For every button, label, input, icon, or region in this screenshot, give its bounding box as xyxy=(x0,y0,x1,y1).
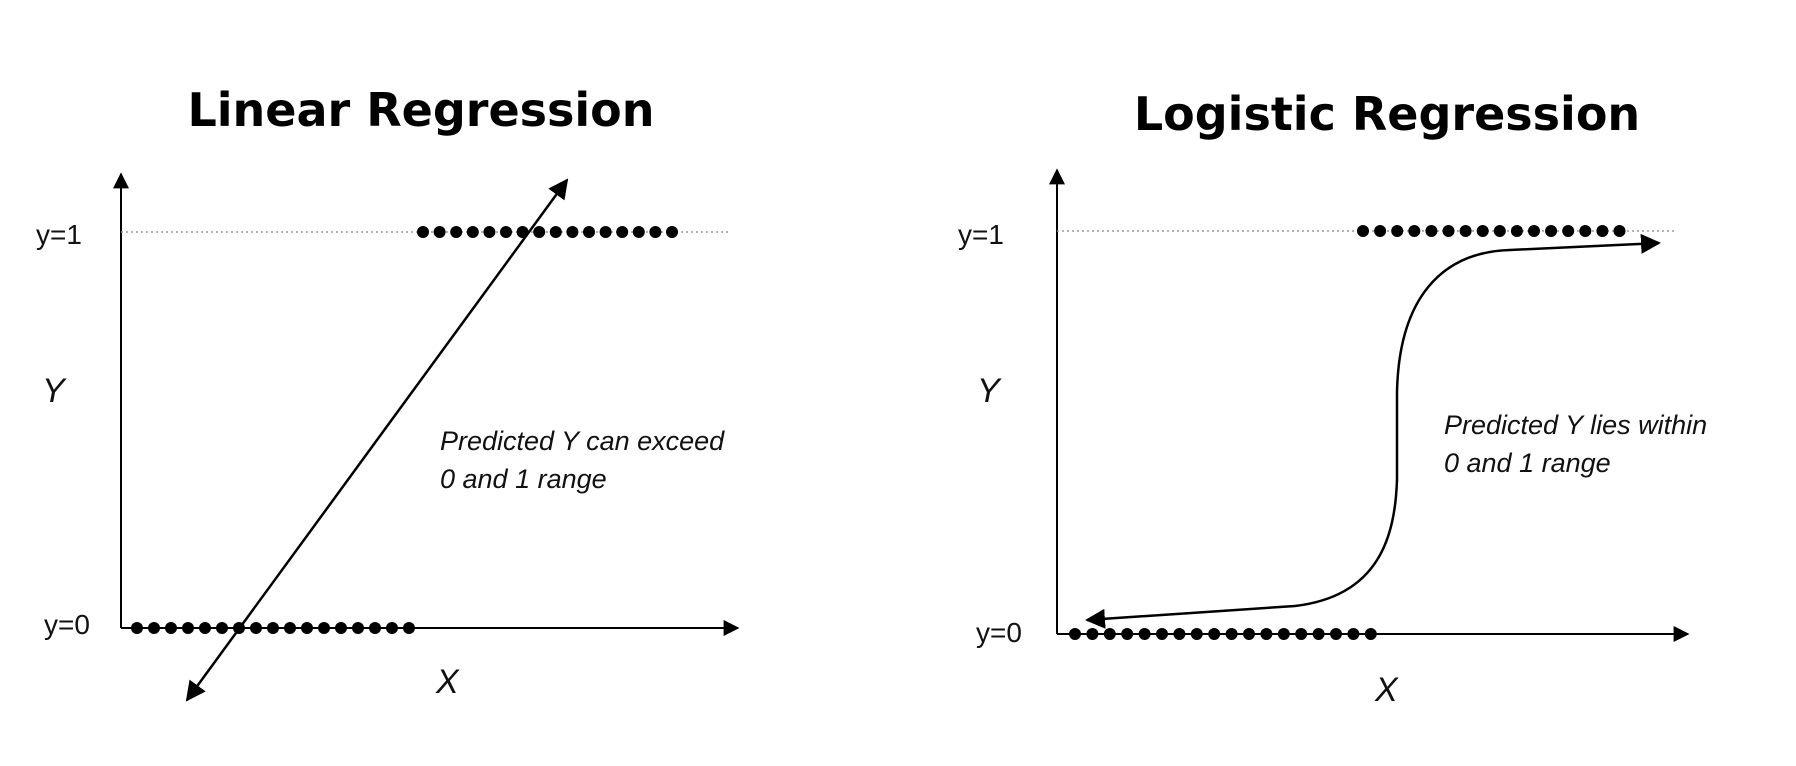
data-point xyxy=(1562,225,1575,237)
data-point xyxy=(1493,225,1506,237)
data-point xyxy=(1459,225,1472,237)
linear-y1-label: y=1 xyxy=(36,219,82,250)
data-point xyxy=(148,622,160,634)
logistic-y0-label: y=0 xyxy=(976,617,1022,648)
linear-title: Linear Regression xyxy=(187,83,654,137)
data-point xyxy=(1208,628,1221,640)
logistic-sigmoid-curve xyxy=(1085,233,1661,629)
data-point xyxy=(1408,225,1421,237)
logistic-note-line-2: 0 and 1 range xyxy=(1444,448,1611,478)
data-point xyxy=(549,226,562,238)
data-point xyxy=(267,622,279,634)
data-point xyxy=(1121,628,1134,640)
data-point xyxy=(666,226,678,238)
data-point xyxy=(450,226,463,238)
data-point xyxy=(1243,628,1255,640)
data-point xyxy=(1442,225,1455,237)
data-point xyxy=(1528,225,1540,237)
linear-y0-data-points xyxy=(131,622,415,634)
linear-y0-label: y=0 xyxy=(44,609,90,640)
logistic-y0-data-points xyxy=(1069,628,1377,640)
data-point xyxy=(386,622,398,634)
logistic-title: Logistic Regression xyxy=(1134,87,1640,141)
data-point xyxy=(352,622,364,634)
data-point xyxy=(1086,628,1099,640)
data-point xyxy=(1069,628,1081,640)
data-point xyxy=(131,622,143,634)
data-point xyxy=(1391,225,1404,237)
data-point xyxy=(1347,628,1360,640)
data-point xyxy=(599,226,612,238)
data-point xyxy=(284,622,296,634)
data-point xyxy=(1312,628,1325,640)
data-point xyxy=(1295,628,1308,640)
data-point xyxy=(1596,225,1609,237)
data-point xyxy=(533,226,546,238)
linear-x-axis-label: X xyxy=(435,663,460,701)
data-point xyxy=(199,622,211,634)
data-point xyxy=(1579,225,1592,237)
data-point xyxy=(318,622,330,634)
data-point xyxy=(500,226,512,238)
data-point xyxy=(1260,628,1273,640)
logistic-x-axis-label: X xyxy=(1374,671,1399,709)
data-point xyxy=(1190,628,1203,640)
data-point xyxy=(1156,628,1168,640)
data-point xyxy=(403,622,415,634)
data-point xyxy=(466,226,479,238)
data-point xyxy=(1545,225,1558,237)
data-point xyxy=(301,622,313,634)
data-point xyxy=(1364,628,1377,640)
data-point xyxy=(417,226,429,238)
data-point xyxy=(1476,225,1489,237)
logistic-regression-panel: Logistic Regression y=1 y=0 Y X Predicte… xyxy=(958,87,1707,709)
data-point xyxy=(1173,628,1186,640)
logistic-y1-label: y=1 xyxy=(958,219,1004,250)
data-point xyxy=(1138,628,1151,640)
data-point xyxy=(335,622,347,634)
data-point xyxy=(250,622,262,634)
data-point xyxy=(216,622,228,634)
data-point xyxy=(583,226,595,238)
data-point xyxy=(649,226,662,238)
data-point xyxy=(433,226,446,238)
logistic-y-axis-label: Y xyxy=(977,372,1002,410)
data-point xyxy=(566,226,579,238)
data-point xyxy=(165,622,177,634)
data-point xyxy=(369,622,381,634)
linear-y-axis-label: Y xyxy=(42,372,67,410)
data-point xyxy=(182,622,194,634)
logistic-y1-data-points xyxy=(1357,225,1626,237)
linear-regression-panel: Linear Regression y=1 y=0 Y X Predicted … xyxy=(36,83,740,702)
linear-note-line-1: Predicted Y can exceed xyxy=(440,426,725,456)
linear-regression-line xyxy=(185,178,569,702)
data-point xyxy=(1225,628,1238,640)
data-point xyxy=(632,226,645,238)
data-point xyxy=(1330,628,1342,640)
logistic-note-line-1: Predicted Y lies within xyxy=(1444,410,1707,440)
data-point xyxy=(616,226,629,238)
data-point xyxy=(1277,628,1290,640)
data-point xyxy=(1425,225,1438,237)
data-point xyxy=(1510,225,1523,237)
data-point xyxy=(1613,225,1626,237)
data-point xyxy=(1357,225,1369,237)
linear-note-line-2: 0 and 1 range xyxy=(440,464,607,494)
data-point xyxy=(1374,225,1387,237)
data-point xyxy=(483,226,496,238)
data-point xyxy=(1103,628,1116,640)
